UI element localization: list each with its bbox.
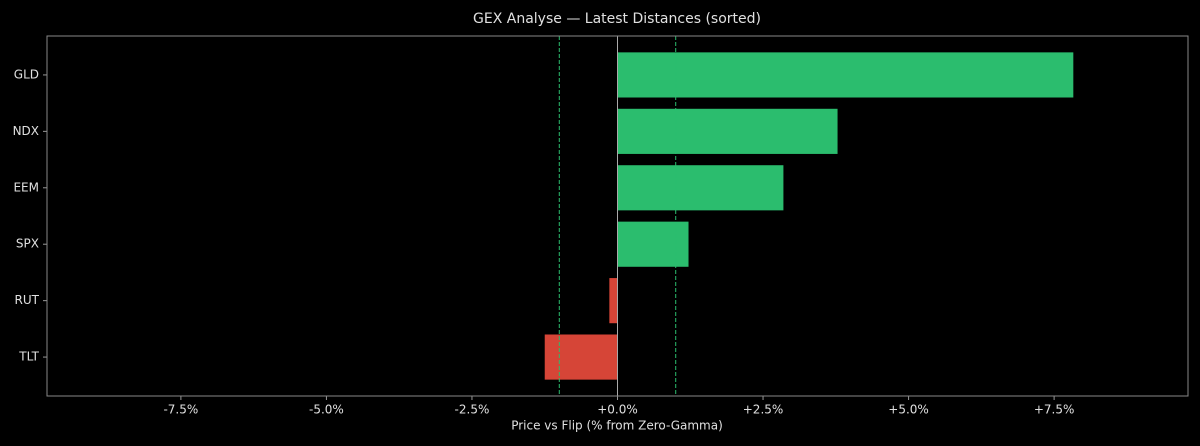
x-axis-label: Price vs Flip (% from Zero-Gamma)	[511, 419, 723, 433]
y-tick-label: RUT	[15, 293, 40, 307]
y-tick-label: TLT	[18, 350, 39, 364]
bar	[609, 278, 618, 324]
y-tick-label: NDX	[13, 124, 39, 138]
bar	[544, 334, 618, 380]
y-tick-label: SPX	[16, 237, 39, 251]
bar	[617, 108, 838, 154]
x-tick-label: +7.5%	[1034, 403, 1075, 417]
x-tick-label: +5.0%	[888, 403, 929, 417]
bar	[617, 52, 1074, 98]
x-tick-label: +0.0%	[597, 403, 638, 417]
y-tick-label: EEM	[13, 180, 39, 194]
y-tick-label: GLD	[14, 67, 39, 81]
plot-frame	[46, 35, 1189, 397]
x-tick-label: +2.5%	[743, 403, 784, 417]
bar	[617, 165, 784, 211]
x-tick-label: -5.0%	[309, 403, 344, 417]
x-tick-label: -2.5%	[455, 403, 490, 417]
chart-title: GEX Analyse — Latest Distances (sorted)	[473, 11, 761, 27]
bar	[617, 221, 689, 267]
x-tick-label: -7.5%	[163, 403, 198, 417]
